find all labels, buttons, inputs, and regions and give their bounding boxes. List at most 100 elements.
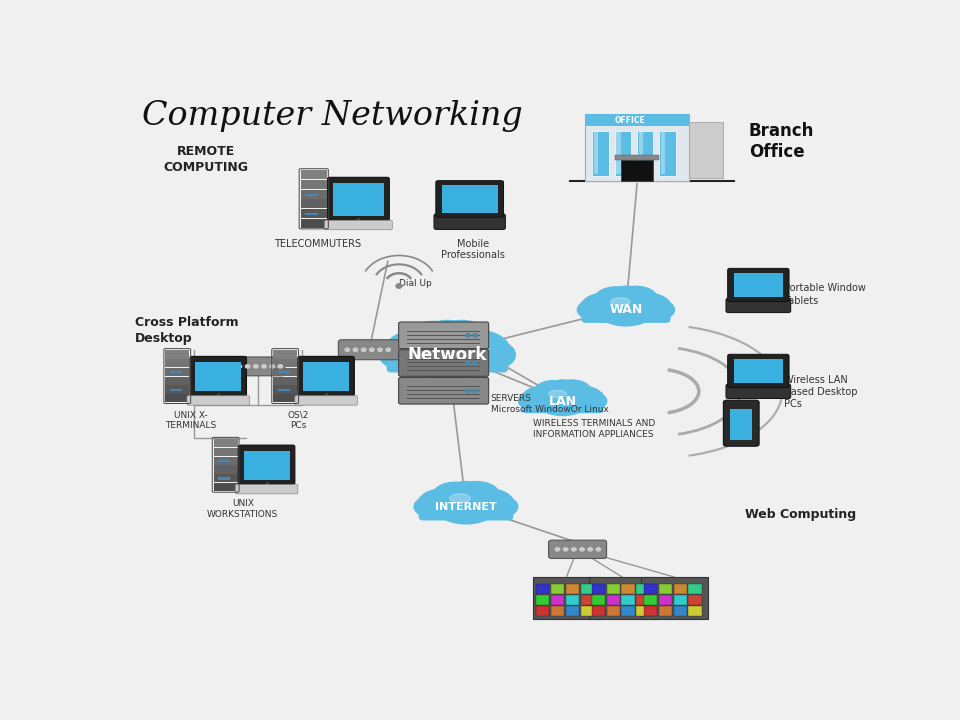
Ellipse shape (614, 287, 658, 311)
Text: Mobile
Professionals: Mobile Professionals (442, 239, 505, 261)
FancyBboxPatch shape (214, 439, 237, 447)
Ellipse shape (574, 392, 607, 410)
Text: LAN: LAN (549, 395, 577, 408)
FancyBboxPatch shape (585, 114, 689, 181)
Ellipse shape (449, 494, 470, 503)
FancyBboxPatch shape (614, 131, 631, 176)
FancyBboxPatch shape (218, 477, 230, 480)
FancyBboxPatch shape (674, 595, 687, 606)
Circle shape (345, 348, 349, 351)
FancyBboxPatch shape (582, 300, 670, 322)
FancyBboxPatch shape (659, 595, 672, 606)
FancyBboxPatch shape (298, 356, 354, 396)
FancyBboxPatch shape (274, 394, 297, 402)
FancyBboxPatch shape (621, 160, 654, 181)
Circle shape (473, 361, 477, 365)
FancyBboxPatch shape (636, 595, 650, 606)
Ellipse shape (424, 320, 470, 348)
FancyBboxPatch shape (565, 595, 579, 606)
FancyBboxPatch shape (214, 483, 237, 491)
FancyBboxPatch shape (274, 368, 297, 376)
Circle shape (473, 389, 477, 392)
FancyBboxPatch shape (733, 359, 783, 383)
Circle shape (580, 548, 585, 551)
FancyBboxPatch shape (551, 595, 564, 606)
Text: OS\2
PCs: OS\2 PCs (288, 410, 309, 430)
FancyBboxPatch shape (674, 606, 687, 616)
FancyBboxPatch shape (536, 595, 549, 606)
FancyBboxPatch shape (614, 155, 660, 160)
Text: UNIX X-
TERMINALS: UNIX X- TERMINALS (165, 410, 216, 430)
FancyBboxPatch shape (165, 394, 189, 402)
FancyBboxPatch shape (533, 577, 600, 618)
Circle shape (262, 365, 266, 368)
FancyBboxPatch shape (522, 392, 603, 413)
FancyBboxPatch shape (398, 377, 489, 404)
FancyBboxPatch shape (581, 606, 594, 616)
Ellipse shape (535, 381, 573, 402)
Text: WIRELESS TERMINALS AND
INFORMATION APPLIANCES: WIRELESS TERMINALS AND INFORMATION APPLI… (533, 419, 655, 439)
FancyBboxPatch shape (621, 584, 635, 594)
FancyBboxPatch shape (277, 371, 290, 373)
FancyBboxPatch shape (333, 184, 384, 216)
FancyBboxPatch shape (641, 577, 708, 618)
FancyBboxPatch shape (218, 460, 230, 462)
Text: UNIX
WORKSTATIONS: UNIX WORKSTATIONS (207, 500, 278, 519)
FancyBboxPatch shape (214, 465, 237, 474)
FancyBboxPatch shape (274, 359, 297, 367)
FancyBboxPatch shape (638, 132, 643, 174)
Ellipse shape (549, 390, 566, 397)
Circle shape (473, 333, 477, 337)
Text: Computer Networking: Computer Networking (142, 100, 523, 132)
FancyBboxPatch shape (682, 122, 723, 178)
FancyBboxPatch shape (195, 362, 241, 391)
Ellipse shape (414, 495, 452, 518)
Text: Dial Up: Dial Up (399, 279, 432, 288)
FancyBboxPatch shape (187, 396, 250, 405)
FancyBboxPatch shape (616, 132, 621, 174)
FancyBboxPatch shape (548, 540, 607, 559)
FancyBboxPatch shape (388, 343, 507, 372)
Ellipse shape (444, 330, 510, 370)
FancyBboxPatch shape (607, 584, 620, 594)
Ellipse shape (432, 320, 492, 356)
FancyBboxPatch shape (165, 377, 189, 385)
FancyBboxPatch shape (724, 400, 759, 446)
Text: Network: Network (408, 346, 487, 364)
FancyBboxPatch shape (420, 497, 513, 520)
Text: INTERNET: INTERNET (435, 502, 497, 512)
Text: Wireless LAN
Based Desktop
PCs: Wireless LAN Based Desktop PCs (784, 374, 858, 410)
Ellipse shape (379, 340, 429, 370)
FancyBboxPatch shape (190, 356, 247, 396)
Circle shape (270, 365, 275, 368)
Ellipse shape (535, 384, 590, 415)
Ellipse shape (561, 386, 603, 410)
Ellipse shape (403, 321, 463, 357)
Circle shape (253, 365, 258, 368)
Circle shape (353, 348, 358, 351)
FancyBboxPatch shape (165, 351, 189, 359)
FancyBboxPatch shape (636, 584, 650, 594)
FancyBboxPatch shape (607, 595, 620, 606)
Circle shape (466, 333, 470, 337)
FancyBboxPatch shape (644, 595, 658, 606)
FancyBboxPatch shape (300, 199, 326, 209)
FancyBboxPatch shape (594, 132, 598, 174)
FancyBboxPatch shape (591, 606, 605, 616)
FancyBboxPatch shape (398, 350, 489, 377)
Ellipse shape (611, 297, 630, 306)
FancyBboxPatch shape (305, 194, 318, 196)
Circle shape (466, 389, 470, 392)
FancyBboxPatch shape (235, 485, 298, 494)
FancyBboxPatch shape (644, 606, 658, 616)
FancyBboxPatch shape (644, 584, 658, 594)
FancyBboxPatch shape (165, 359, 189, 367)
FancyBboxPatch shape (230, 357, 285, 376)
Ellipse shape (594, 287, 637, 311)
Circle shape (370, 348, 374, 351)
Ellipse shape (522, 386, 564, 410)
Circle shape (361, 348, 366, 351)
Ellipse shape (464, 489, 514, 518)
FancyBboxPatch shape (565, 584, 579, 594)
FancyBboxPatch shape (607, 606, 620, 616)
